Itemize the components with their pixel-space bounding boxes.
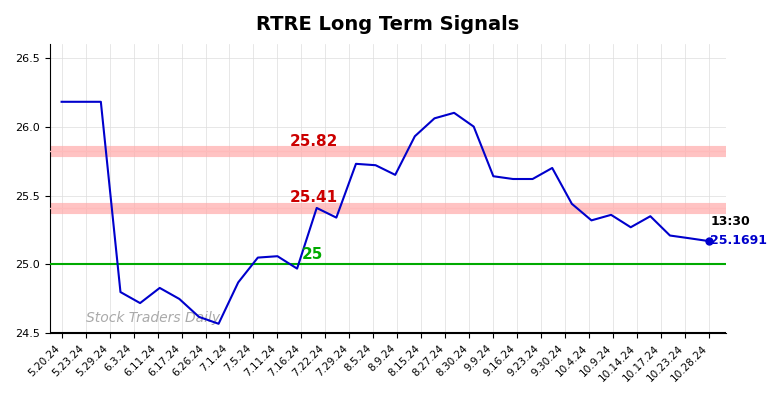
- Text: 13:30: 13:30: [710, 215, 750, 228]
- Text: 25.41: 25.41: [289, 190, 338, 205]
- Title: RTRE Long Term Signals: RTRE Long Term Signals: [256, 15, 520, 34]
- Text: 25.82: 25.82: [289, 134, 338, 149]
- Text: 25: 25: [302, 247, 323, 262]
- Text: Stock Traders Daily: Stock Traders Daily: [85, 311, 220, 326]
- Text: 25.1691: 25.1691: [710, 234, 768, 247]
